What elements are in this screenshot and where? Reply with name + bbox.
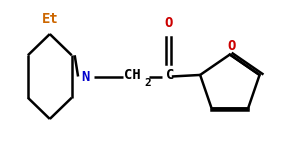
Text: 2: 2 [144,78,151,88]
Text: O: O [227,39,236,53]
Text: N: N [81,69,90,84]
Text: CH: CH [124,68,141,82]
Text: C: C [166,68,174,82]
Text: O: O [165,15,173,30]
Text: Et: Et [42,12,58,26]
